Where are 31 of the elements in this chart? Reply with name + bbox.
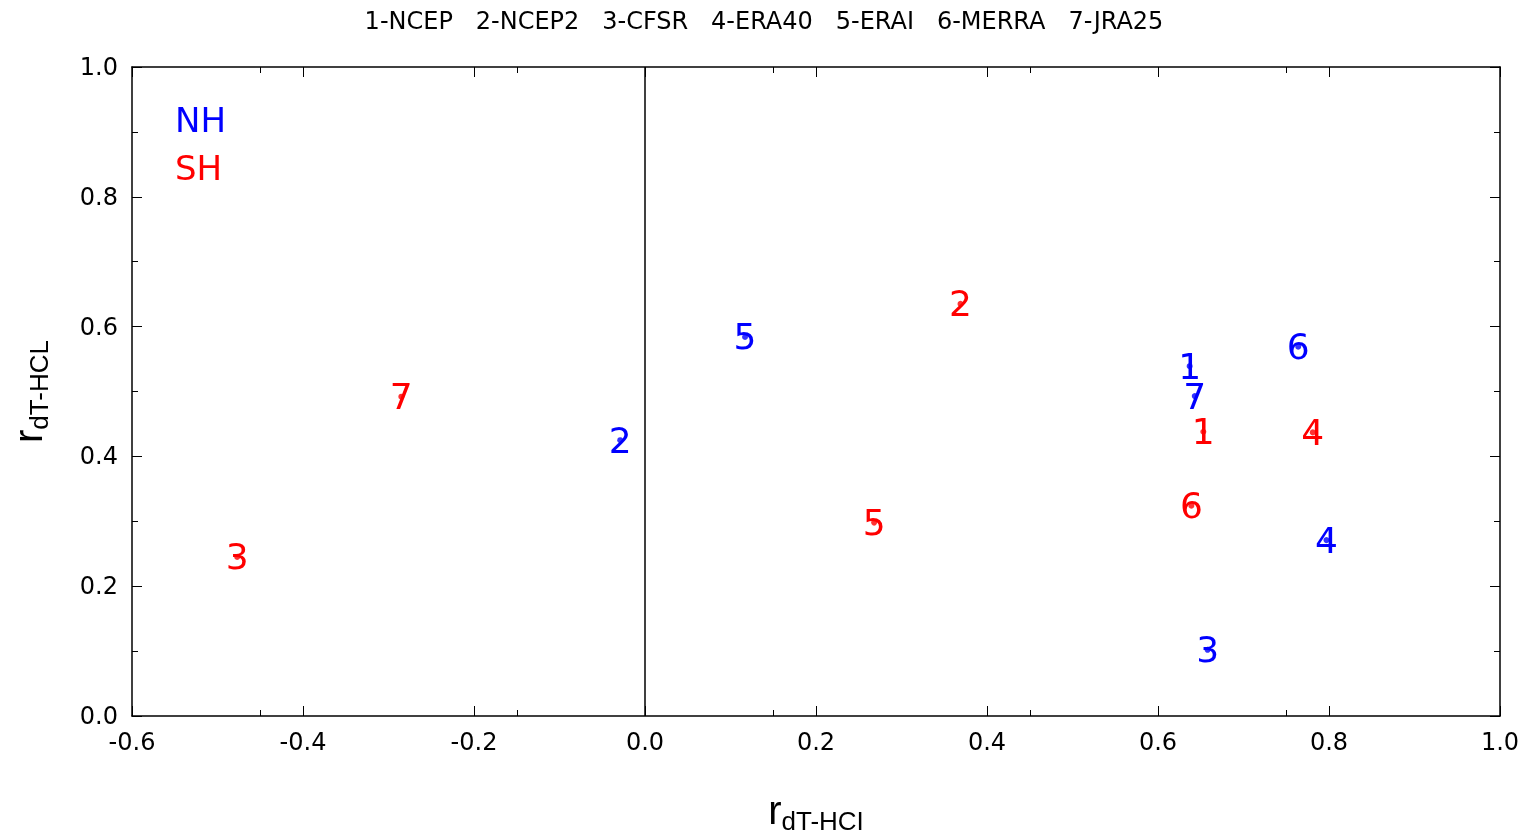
annotation: 6 [1179, 485, 1203, 527]
x-tick-label: 0.4 [967, 728, 1007, 756]
annotation: 5 [862, 502, 886, 544]
annotation: 3 [1196, 629, 1220, 671]
y-axis-title: rdT-HCL [6, 340, 54, 443]
annotation: 1 [1191, 411, 1215, 453]
x-tick-label: -0.6 [108, 728, 156, 756]
annotation: 2 [949, 283, 972, 325]
annotation: 4 [1314, 519, 1338, 561]
annotation: 2 [608, 419, 632, 461]
x-tick-label: 0.0 [625, 728, 665, 756]
x-tick-label: 0.2 [796, 728, 836, 756]
y-tick-label: 0.2 [79, 572, 118, 601]
annotation: 5 [733, 316, 757, 358]
y-tick-label: 0.4 [79, 442, 118, 471]
x-tick-label: 0.8 [1309, 728, 1349, 756]
x-tick-label: 1.0 [1480, 728, 1520, 756]
y-tick-label: 0.8 [79, 182, 118, 211]
x-tick-label: -0.2 [450, 728, 498, 756]
chart-title: 1-NCEP 2-NCEP2 3-CFSR 4-ERA40 5-ERAI 6-MERRA 7-JRA25 [364, 7, 1164, 35]
annotation: 6 [1286, 326, 1310, 368]
text: SH [175, 148, 223, 188]
x-tick-label: -0.4 [279, 728, 327, 756]
annotation: 7 [389, 376, 413, 418]
y-tick-label: 1.0 [79, 53, 118, 81]
y-tick-label: 0.0 [79, 702, 118, 730]
annotation: 4 [1301, 411, 1325, 453]
text: NH [175, 100, 226, 140]
x-tick-label: 0.6 [1138, 728, 1178, 756]
y-tick-label: 0.6 [79, 312, 118, 341]
annotation: 3 [225, 536, 249, 578]
